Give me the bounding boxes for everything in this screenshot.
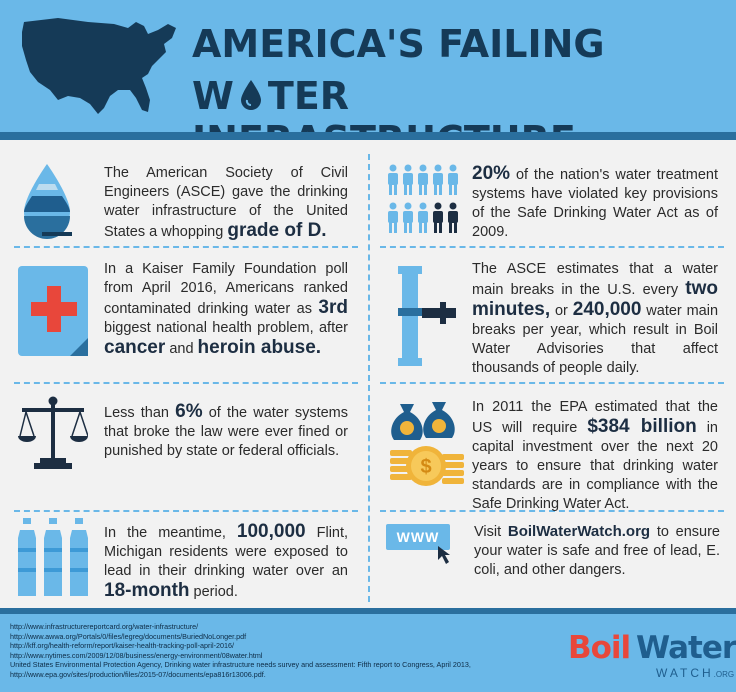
fact-enforcement-text: of the water systems that broke the law … (104, 405, 349, 459)
fact-visit-text: to ensure your water is safe and free of… (474, 524, 720, 578)
fact-violations-text: of the nation's water treatment systems … (472, 167, 718, 240)
fact-enforcement-percent: 6% (175, 401, 203, 422)
fact-enforcement-text: Less than (104, 405, 169, 421)
divider (14, 382, 358, 384)
boilwaterwatch-logo: Boil Water WATCH.ORG (568, 630, 736, 686)
fact-main-breaks-text: or (554, 303, 568, 319)
logo-watch: WATCH.ORG (656, 666, 734, 680)
justice-scales-icon (18, 396, 88, 469)
fact-main-breaks-text: The ASCE estimates that a water main bre… (472, 261, 718, 298)
water-drop-icon (240, 80, 261, 110)
www-label: WWW (396, 529, 440, 545)
reference-link[interactable]: http://www.nytimes.com/2009/12/08/busine… (10, 650, 263, 660)
fact-kaiser: In a Kaiser Family Foundation poll from … (104, 260, 348, 359)
fact-kaiser-text: In a Kaiser Family Foundation poll from … (104, 261, 348, 317)
reference-link[interactable]: http://kff.org/health-reform/report/kais… (10, 641, 234, 651)
references-list: http://www.infrastructurereportcard.org/… (10, 622, 471, 680)
divider (380, 382, 724, 384)
column-divider (368, 154, 370, 602)
fact-main-breaks-frequency: two minutes, (472, 278, 718, 320)
page-title-line1: AMERICA'S FAILING (192, 22, 605, 66)
reference-link[interactable]: http://www.infrastructurereportcard.org/… (10, 622, 199, 631)
fact-asce-text: The American Society of Civil Engineers … (104, 165, 348, 240)
fact-kaiser-text: biggest national health problem, after (104, 320, 348, 336)
title-letter-w: W (192, 74, 234, 118)
us-map-icon (22, 18, 176, 114)
svg-text:$: $ (420, 456, 431, 478)
water-bottles-icon (18, 518, 88, 596)
fact-main-breaks-text: water main breaks per year, which result… (472, 303, 719, 376)
fact-flint-text: Flint, Michigan residents were exposed t… (104, 525, 349, 579)
fact-kaiser-text: and (169, 341, 194, 357)
header-stripe (0, 132, 736, 140)
fact-epa-amount: $384 billion (587, 416, 697, 437)
layered-drop-icon (24, 164, 72, 239)
fact-epa: In 2011 the EPA estimated that the US wi… (472, 398, 718, 514)
divider (14, 246, 358, 248)
fact-visit: Visit BoilWaterWatch.org to ensure your … (474, 522, 720, 580)
reference-text: United States Environmental Protection A… (10, 660, 471, 670)
logo-boil: Boil (568, 630, 631, 666)
fact-epa-text: in capital investment over the next 20 y… (472, 420, 718, 512)
divider (380, 510, 724, 512)
fact-visit-text: Visit (474, 524, 502, 540)
fact-asce: The American Society of Civil Engineers … (104, 164, 348, 242)
logo-watch-text: WATCH (656, 666, 714, 680)
site-link[interactable]: BoilWaterWatch.org (507, 523, 651, 540)
fact-asce-highlight: grade of D. (227, 220, 327, 241)
reference-link[interactable]: http://www.epa.gov/sites/production/file… (10, 669, 266, 679)
cursor-arrow-icon (438, 546, 450, 564)
fact-flint-duration: 18-month (104, 580, 190, 601)
reference-link[interactable]: http://www.awwa.org/Portals/0/files/legr… (10, 631, 247, 641)
facts-panel: The American Society of Civil Engineers … (0, 140, 736, 608)
fact-violations-highlight: 20% (472, 163, 511, 184)
divider (14, 510, 358, 512)
footer-stripe (0, 608, 736, 614)
fact-flint-text: In the meantime, (104, 525, 226, 541)
fact-enforcement: Less than 6% of the water systems that b… (104, 402, 348, 461)
fact-kaiser-rank: 3rd (318, 297, 348, 318)
www-icon: WWW (386, 524, 450, 550)
medical-cross-icon (18, 266, 88, 356)
fact-violations: 20% of the nation's water treatment syst… (472, 164, 718, 242)
divider (380, 246, 724, 248)
fact-main-breaks: The ASCE estimates that a water main bre… (472, 260, 718, 378)
fact-flint-count: 100,000 (236, 521, 306, 542)
fact-flint: In the meantime, 100,000 Flint, Michigan… (104, 522, 348, 602)
fact-kaiser-cancer: cancer (104, 337, 166, 358)
footer: http://www.infrastructurereportcard.org/… (0, 608, 736, 692)
fact-epa-text: In 2011 the EPA estimated that the US wi… (472, 399, 718, 436)
logo-water: Water (636, 630, 736, 666)
water-pipe-icon (398, 266, 456, 366)
money-bags-icon: $ (390, 402, 464, 486)
fact-kaiser-heroin: heroin abuse. (197, 337, 322, 358)
fact-flint-text: period. (193, 584, 238, 600)
fact-main-breaks-count: 240,000 (572, 299, 642, 320)
logo-org: .ORG (713, 670, 735, 679)
people-icon (388, 164, 458, 233)
